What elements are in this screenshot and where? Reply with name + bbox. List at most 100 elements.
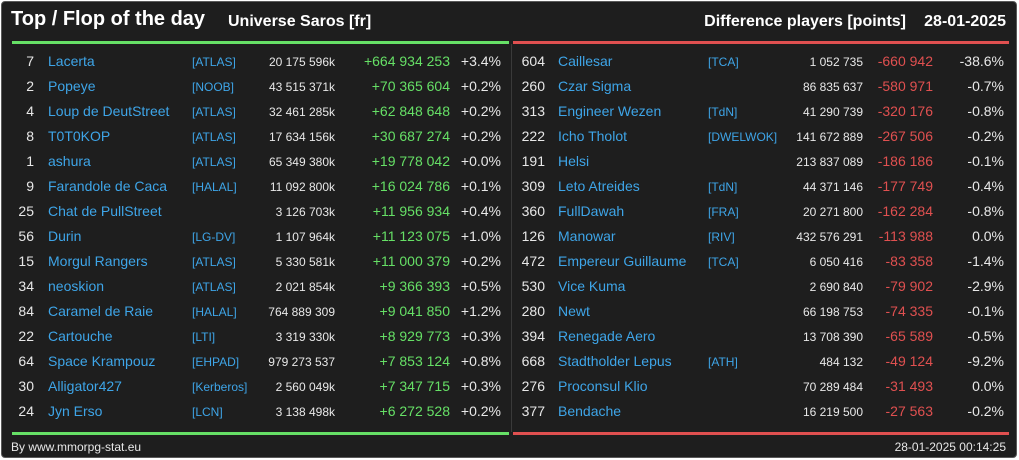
- points-difference: +664 934 253: [363, 53, 450, 69]
- points-difference: +9 366 393: [379, 278, 450, 294]
- points-difference: -113 988: [878, 228, 933, 244]
- player-name-link[interactable]: Manowar: [558, 228, 616, 244]
- player-rank: 8: [26, 128, 34, 144]
- player-name-link[interactable]: Engineer Wezen: [558, 103, 662, 119]
- player-points: 20 175 596k: [268, 55, 335, 69]
- player-name-link[interactable]: Newt: [558, 303, 590, 319]
- player-name-link[interactable]: Proconsul Klio: [558, 378, 648, 394]
- player-rank: 260: [521, 78, 545, 94]
- alliance-tag-link[interactable]: [LTI]: [192, 330, 216, 344]
- player-rank: 9: [26, 178, 34, 194]
- alliance-tag-link[interactable]: [ATLAS]: [192, 105, 236, 119]
- points-difference: +9 041 850: [379, 303, 450, 319]
- top-players-list: 7 Lacerta [ATLAS] 20 175 596k +664 934 253 +3…: [2, 49, 511, 424]
- percent-change: +0.2%: [460, 253, 501, 269]
- player-name-link[interactable]: Space Krampouz: [48, 353, 156, 369]
- player-points: 66 198 753: [802, 305, 863, 319]
- alliance-tag-link[interactable]: [ATLAS]: [192, 55, 236, 69]
- percent-change: 0.0%: [972, 378, 1004, 394]
- alliance-tag-link[interactable]: [TCA]: [708, 255, 739, 269]
- alliance-tag-link[interactable]: [ATLAS]: [192, 255, 236, 269]
- points-difference: -65 589: [885, 328, 933, 344]
- footer-timestamp: 28-01-2025 00:14:25: [894, 440, 1006, 454]
- alliance-tag-link[interactable]: [ATLAS]: [192, 130, 236, 144]
- player-name-link[interactable]: Popeye: [48, 78, 96, 94]
- player-rank: 191: [521, 153, 545, 169]
- alliance-tag-link[interactable]: [ATH]: [708, 355, 738, 369]
- points-difference: +70 365 604: [371, 78, 450, 94]
- alliance-tag-link[interactable]: [HALAL]: [192, 180, 237, 194]
- player-name-link[interactable]: neoskion: [48, 278, 105, 294]
- player-name-link[interactable]: Cartouche: [48, 328, 113, 344]
- player-name-link[interactable]: Leto Atreides: [558, 178, 640, 194]
- player-name-link[interactable]: Renegade Aero: [558, 328, 656, 344]
- table-row: 15 Morgul Rangers [ATLAS] 5 330 581k +11 000…: [2, 249, 511, 274]
- column-divider: [511, 44, 512, 432]
- points-difference: +19 778 042: [371, 153, 450, 169]
- player-name-link[interactable]: Bendache: [558, 403, 622, 419]
- table-row: 276 Proconsul Klio 70 289 484 -31 493 0.0%: [512, 374, 1016, 399]
- percent-change: +0.1%: [460, 178, 501, 194]
- percent-change: -0.1%: [967, 153, 1004, 169]
- player-name-link[interactable]: Caramel de Raie: [48, 303, 154, 319]
- player-name-link[interactable]: Empereur Guillaume: [558, 253, 687, 269]
- player-name-link[interactable]: Jyn Erso: [48, 403, 103, 419]
- percent-change: +0.2%: [460, 403, 501, 419]
- alliance-tag-link[interactable]: [ATLAS]: [192, 155, 236, 169]
- alliance-tag-link[interactable]: [LG-DV]: [192, 230, 236, 244]
- points-difference: -267 506: [877, 128, 933, 144]
- table-row: 313 Engineer Wezen [TdN] 41 290 739 -320 176…: [512, 99, 1016, 124]
- alliance-tag-link[interactable]: [RIV]: [708, 230, 735, 244]
- percent-change: +0.8%: [460, 353, 501, 369]
- table-row: 394 Renegade Aero 13 708 390 -65 589 -0.5%: [512, 324, 1016, 349]
- player-name-link[interactable]: Czar Sigma: [558, 78, 632, 94]
- points-difference: +62 848 648: [371, 103, 450, 119]
- alliance-tag-link[interactable]: [LCN]: [192, 405, 223, 419]
- player-name-link[interactable]: Farandole de Caca: [48, 178, 168, 194]
- table-row: 8 T0T0KOP [ATLAS] 17 634 156k +30 687 274 +0.…: [2, 124, 511, 149]
- percent-change: +1.2%: [460, 303, 501, 319]
- player-name-link[interactable]: ashura: [48, 153, 91, 169]
- player-name-link[interactable]: Lacerta: [48, 53, 95, 69]
- alliance-tag-link[interactable]: [NOOB]: [192, 80, 235, 94]
- player-points: 5 330 581k: [275, 255, 335, 269]
- player-name-link[interactable]: Caillesar: [558, 53, 613, 69]
- player-name-link[interactable]: Stadtholder Lepus: [558, 353, 672, 369]
- player-name-link[interactable]: T0T0KOP: [48, 128, 111, 144]
- points-difference: -83 358: [885, 253, 933, 269]
- player-name-link[interactable]: Loup de DeutStreet: [48, 103, 170, 119]
- player-name-link[interactable]: Durin: [48, 228, 82, 244]
- player-name-link[interactable]: Vice Kuma: [558, 278, 626, 294]
- table-row: 280 Newt 66 198 753 -74 335 -0.1%: [512, 299, 1016, 324]
- footer-credit: By www.mmorpg-stat.eu: [11, 440, 142, 454]
- player-name-link[interactable]: Icho Tholot: [558, 128, 628, 144]
- points-difference: +8 929 773: [379, 328, 450, 344]
- percent-change: -1.4%: [967, 253, 1004, 269]
- alliance-tag-link[interactable]: [EHPAD]: [192, 355, 240, 369]
- player-name-link[interactable]: Chat de PullStreet: [48, 203, 162, 219]
- table-row: 1 ashura [ATLAS] 65 349 380k +19 778 042 +0.0…: [2, 149, 511, 174]
- table-row: 472 Empereur Guillaume [TCA] 6 050 416 -83 3…: [512, 249, 1016, 274]
- player-name-link[interactable]: Helsi: [558, 153, 590, 169]
- player-name-link[interactable]: Alligator427: [48, 378, 122, 394]
- bottom-divider-red: [513, 432, 1009, 435]
- alliance-tag-link[interactable]: [TCA]: [708, 55, 739, 69]
- percent-change: +0.5%: [460, 278, 501, 294]
- table-row: 260 Czar Sigma 86 835 637 -580 971 -0.7%: [512, 74, 1016, 99]
- player-points: 44 371 146: [802, 180, 863, 194]
- alliance-tag-link[interactable]: [TdN]: [708, 180, 738, 194]
- alliance-tag-link[interactable]: [FRA]: [708, 205, 739, 219]
- alliance-tag-link[interactable]: [Kerberos]: [192, 380, 248, 394]
- alliance-tag-link[interactable]: [TdN]: [708, 105, 738, 119]
- player-rank: 64: [18, 353, 34, 369]
- player-points: 43 515 371k: [268, 80, 335, 94]
- player-name-link[interactable]: FullDawah: [558, 203, 625, 219]
- player-name-link[interactable]: Morgul Rangers: [48, 253, 148, 269]
- alliance-tag-link[interactable]: [HALAL]: [192, 305, 237, 319]
- page-title: Top / Flop of the day: [11, 8, 206, 30]
- alliance-tag-link[interactable]: [ATLAS]: [192, 280, 236, 294]
- alliance-tag-link[interactable]: [DWELWOK]: [708, 130, 778, 144]
- table-row: 24 Jyn Erso [LCN] 3 138 498k +6 272 528 +0.2%: [2, 399, 511, 424]
- points-difference: -27 563: [885, 403, 933, 419]
- player-points: 979 273 537: [268, 355, 335, 369]
